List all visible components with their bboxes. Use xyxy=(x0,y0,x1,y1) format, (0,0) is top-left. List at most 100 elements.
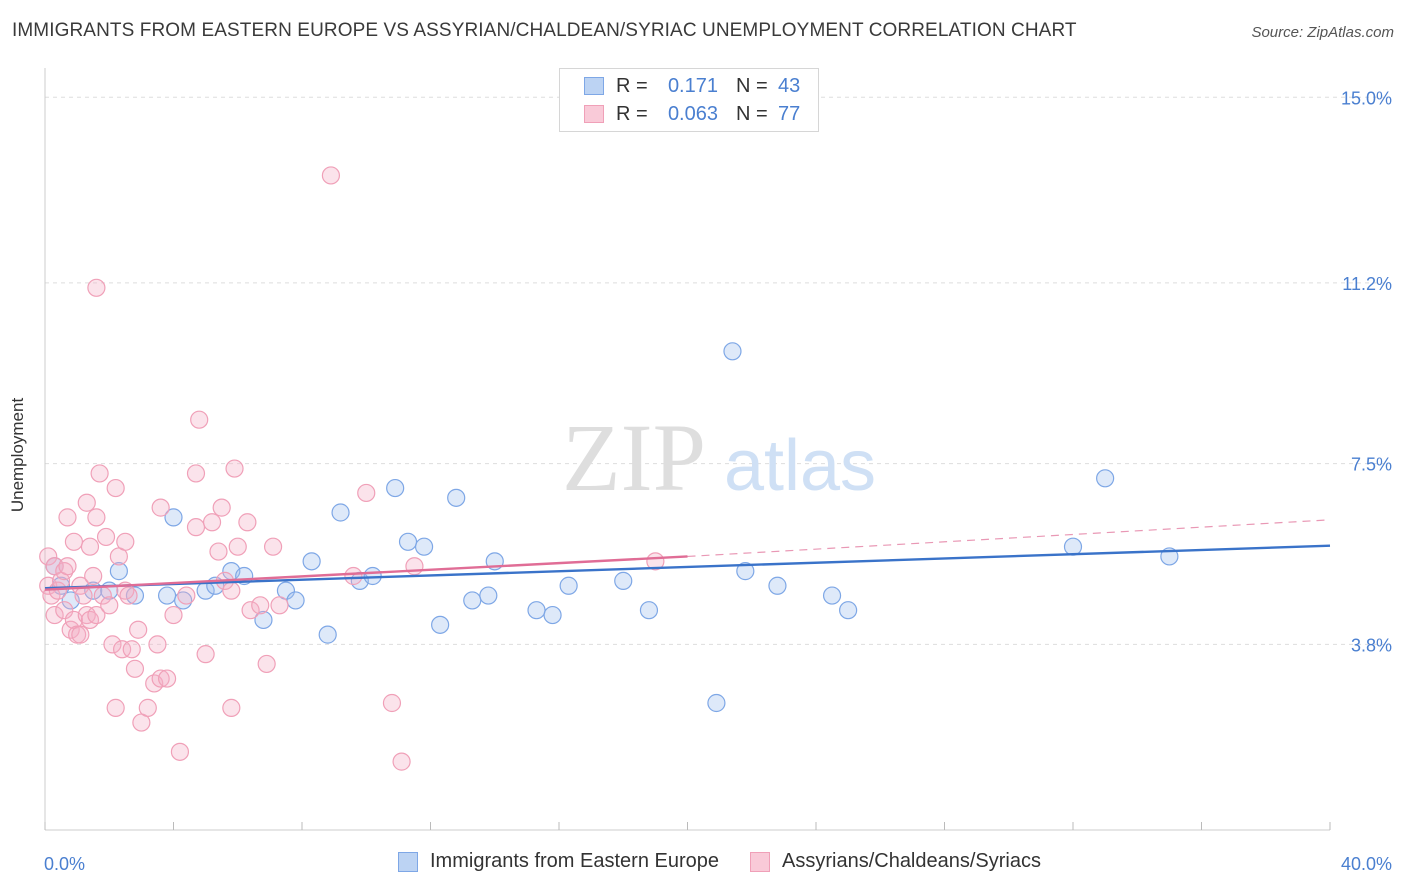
trend-line-assyrians xyxy=(44,555,688,591)
point-assyrians xyxy=(196,645,215,664)
point-assyrians xyxy=(238,513,257,532)
point-assyrians xyxy=(170,742,190,761)
point-assyrians xyxy=(209,542,228,561)
axes xyxy=(44,68,1331,831)
point-eastern-europe xyxy=(109,562,128,581)
point-assyrians xyxy=(87,508,106,527)
r-value: 0.063 xyxy=(667,102,718,125)
x-tick-label-min: 0.0% xyxy=(44,854,85,874)
point-assyrians xyxy=(357,483,376,503)
point-eastern-europe xyxy=(707,693,726,713)
point-assyrians xyxy=(122,640,141,659)
point-assyrians xyxy=(190,410,209,429)
point-assyrians xyxy=(270,596,289,615)
point-assyrians xyxy=(129,620,148,639)
point-assyrians xyxy=(405,557,424,576)
point-assyrians xyxy=(202,513,222,532)
point-eastern-europe xyxy=(723,342,742,361)
legend-label-eastern-europe: Immigrants from Eastern Europe xyxy=(430,850,719,872)
point-assyrians xyxy=(151,669,170,688)
point-assyrians xyxy=(222,698,241,717)
point-assyrians xyxy=(138,698,157,717)
point-eastern-europe xyxy=(386,478,405,498)
point-assyrians xyxy=(74,586,93,605)
point-eastern-europe xyxy=(157,586,177,605)
trend-lines xyxy=(44,519,1331,591)
point-eastern-europe xyxy=(331,503,350,522)
point-assyrians xyxy=(151,498,170,517)
point-assyrians xyxy=(100,596,119,615)
point-assyrians xyxy=(58,557,77,576)
point-assyrians xyxy=(96,527,116,547)
y-tick-label: 11.2% xyxy=(1342,274,1392,294)
point-eastern-europe xyxy=(1096,469,1115,488)
legend-item-assyrians[interactable]: Assyrians/Chaldeans/Syriacs xyxy=(750,850,1041,873)
point-eastern-europe xyxy=(822,586,842,605)
point-eastern-europe xyxy=(398,532,418,551)
point-assyrians xyxy=(39,547,58,566)
point-eastern-europe xyxy=(559,576,578,595)
point-eastern-europe xyxy=(254,610,273,630)
point-assyrians xyxy=(228,537,247,556)
point-assyrians xyxy=(84,566,103,586)
swatch-eastern-europe xyxy=(584,77,604,95)
point-assyrians xyxy=(125,659,145,678)
point-eastern-europe xyxy=(839,601,858,620)
point-assyrians xyxy=(45,605,64,625)
legend-swatch-eastern-europe xyxy=(398,851,418,872)
point-assyrians xyxy=(157,669,177,688)
point-assyrians xyxy=(186,464,206,483)
chart-title: IMMIGRANTS FROM EASTERN EUROPE VS ASSYRI… xyxy=(12,20,1077,41)
point-assyrians xyxy=(87,278,106,297)
watermark-atlas: atlas xyxy=(724,426,876,506)
point-eastern-europe xyxy=(164,508,183,527)
n-key: N = xyxy=(736,102,768,125)
point-eastern-europe xyxy=(463,591,482,610)
point-eastern-europe xyxy=(302,552,321,571)
point-assyrians xyxy=(344,566,363,586)
point-assyrians xyxy=(55,601,74,620)
n-value: 77 xyxy=(778,102,801,125)
n-value: 43 xyxy=(778,74,801,97)
point-eastern-europe xyxy=(736,562,755,581)
point-assyrians xyxy=(80,537,100,556)
point-assyrians xyxy=(241,601,260,620)
stats-row-assyrians: R = 0.063 N = 77 xyxy=(584,101,800,127)
point-eastern-europe xyxy=(447,488,466,507)
point-assyrians xyxy=(212,498,231,517)
trend-extension-assyrians xyxy=(687,519,1331,558)
legend-label-assyrians: Assyrians/Chaldeans/Syriacs xyxy=(782,850,1041,872)
legend-item-eastern-europe[interactable]: Immigrants from Eastern Europe xyxy=(398,850,719,873)
point-assyrians xyxy=(257,654,276,674)
r-value: 0.171 xyxy=(667,74,718,97)
point-assyrians xyxy=(186,518,206,537)
tick-labels: 3.8% 7.5% 11.2% 15.0% 0.0% 40.0% xyxy=(44,88,1392,874)
point-assyrians xyxy=(148,635,167,654)
r-key: R = xyxy=(616,102,648,125)
watermark: ZIP atlas xyxy=(562,404,876,511)
point-eastern-europe xyxy=(1063,537,1083,556)
legend-swatch-assyrians xyxy=(750,851,770,872)
point-assyrians xyxy=(251,596,270,615)
trend-line-eastern-europe xyxy=(44,544,1331,590)
point-assyrians xyxy=(48,581,67,600)
point-assyrians xyxy=(77,605,96,625)
y-tick-label: 7.5% xyxy=(1351,455,1392,475)
stats-row-eastern-europe: R = 0.171 N = 43 xyxy=(584,73,800,99)
point-assyrians xyxy=(106,698,125,717)
point-eastern-europe xyxy=(614,571,633,590)
point-assyrians xyxy=(90,464,109,483)
swatch-assyrians xyxy=(584,105,604,123)
series-legend: Immigrants from Eastern Europe Assyrians… xyxy=(0,850,1406,878)
x-tick-label-max: 40.0% xyxy=(1341,854,1392,874)
y-tick-label: 3.8% xyxy=(1351,635,1392,655)
point-assyrians xyxy=(382,693,402,713)
n-key: N = xyxy=(736,74,768,97)
point-assyrians xyxy=(119,586,138,605)
point-assyrians xyxy=(164,605,183,625)
point-eastern-europe xyxy=(768,576,787,595)
point-eastern-europe xyxy=(414,537,434,556)
point-assyrians xyxy=(64,532,84,551)
point-assyrians xyxy=(58,508,77,527)
